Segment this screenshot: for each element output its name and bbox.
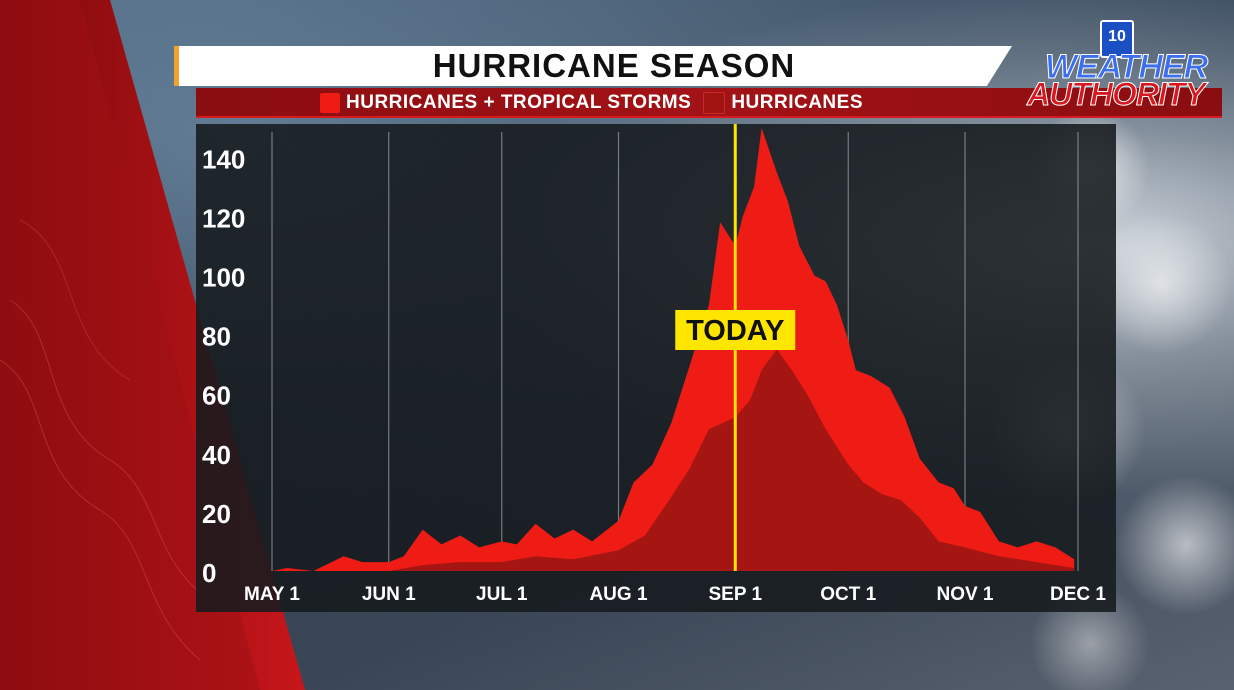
y-tick-label: 40 — [202, 440, 231, 470]
legend-swatch-hurricanes — [703, 92, 726, 114]
y-tick-label: 20 — [202, 499, 231, 529]
chart-title: HURRICANE SEASON — [432, 47, 796, 84]
today-label: TODAY — [686, 315, 784, 347]
logo-weather-text: WEATHER — [1044, 48, 1208, 86]
y-tick-label: 80 — [202, 322, 231, 352]
today-label-box — [675, 310, 796, 350]
x-tick-label: JUL 1 — [476, 584, 528, 605]
x-tick-label: AUG 1 — [589, 584, 648, 605]
station-badge: 10 — [1100, 20, 1134, 58]
y-tick-label: 140 — [202, 144, 245, 174]
y-tick-label: 0 — [202, 558, 216, 588]
chart-svg: MAY 1 JUN 1 JUL 1 AUG 1 SEP 1 OCT 1 NOV 1 DEC 1… — [202, 124, 1106, 605]
x-tick-label: OCT 1 — [820, 584, 876, 605]
x-tick-label: MAY 1 — [244, 584, 300, 605]
x-tick-label: SEP 1 — [708, 584, 762, 605]
legend-label-total: HURRICANES + TROPICAL STORMS — [346, 92, 692, 113]
legend-swatch-total — [320, 93, 340, 113]
title-banner — [174, 46, 1012, 86]
y-tick-label: 60 — [202, 381, 231, 411]
legend-item-total: HURRICANES + TROPICAL STORMS — [320, 92, 691, 114]
logo-authority-text: AUTHORITY — [1027, 76, 1207, 112]
legend: HURRICANES + TROPICAL STORMS HURRICANES — [320, 90, 863, 116]
legend-item-hurricanes: HURRICANES — [703, 92, 863, 114]
x-tick-label: DEC 1 — [1050, 584, 1106, 605]
y-tick-label: 120 — [202, 203, 245, 233]
area-series-total — [272, 128, 1075, 571]
station-logo: 10 WEATHER AUTHORITY — [1004, 20, 1226, 116]
legend-label-hurricanes: HURRICANES — [731, 92, 863, 113]
x-tick-label: JUN 1 — [362, 584, 416, 605]
y-tick-label: 100 — [202, 263, 245, 293]
area-series-hurricanes — [272, 349, 1075, 571]
x-tick-label: NOV 1 — [936, 584, 993, 605]
